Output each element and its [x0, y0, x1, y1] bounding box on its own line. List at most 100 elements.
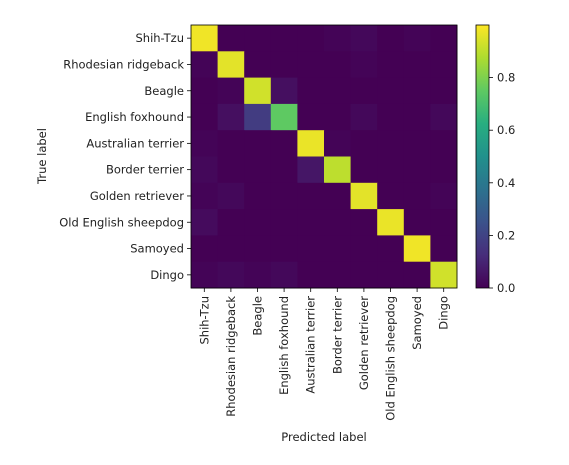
heatmap-cell	[217, 209, 245, 236]
heatmap-cell	[297, 25, 325, 52]
heatmap-cell	[244, 261, 272, 289]
heatmap-cell	[403, 51, 431, 79]
heatmap-frame	[190, 24, 458, 289]
heatmap-cell	[217, 130, 245, 157]
heatmap-cell	[403, 25, 431, 52]
colorbar-tick-label: 0.0	[497, 281, 515, 295]
heatmap-cell	[244, 77, 272, 105]
heatmap-cell	[191, 261, 219, 289]
heatmap-cell	[350, 103, 378, 131]
heatmap-cell	[430, 103, 458, 131]
heatmap-cell	[350, 182, 378, 210]
heatmap-cell	[350, 130, 378, 157]
heatmap-cell	[403, 77, 431, 105]
heatmap-cell	[430, 261, 458, 289]
heatmap-cell	[324, 130, 352, 157]
heatmap-cells	[191, 25, 458, 289]
x-tick-label: Shih-Tzu	[197, 296, 211, 345]
x-tick-label: Old English sheepdog	[384, 296, 398, 421]
heatmap-cell	[430, 235, 458, 263]
y-tick-label: English foxhound	[85, 110, 184, 124]
heatmap-cell	[430, 51, 458, 79]
colorbar-tick-label: 0.8	[497, 71, 515, 85]
y-tick-label: Golden retriever	[90, 189, 184, 203]
heatmap-cell	[191, 25, 219, 52]
heatmap-cell	[403, 130, 431, 157]
heatmap-cell	[350, 77, 378, 105]
heatmap-cell	[191, 235, 219, 263]
heatmap-cell	[270, 51, 298, 79]
heatmap-cell	[324, 235, 352, 263]
heatmap-cell	[270, 235, 298, 263]
heatmap-cell	[244, 156, 272, 184]
x-tick-label: Beagle	[251, 296, 265, 336]
heatmap-cell	[377, 209, 405, 236]
heatmap-cell	[191, 103, 219, 131]
heatmap-cell	[430, 77, 458, 105]
heatmap-cell	[350, 25, 378, 52]
heatmap-cell	[191, 130, 219, 157]
heatmap-cell	[297, 261, 325, 289]
heatmap-cell	[324, 77, 352, 105]
heatmap-cell	[350, 235, 378, 263]
heatmap-cell	[297, 235, 325, 263]
heatmap-cell	[217, 235, 245, 263]
heatmap-cell	[270, 209, 298, 236]
heatmap-cell	[403, 209, 431, 236]
x-tick-label: English foxhound	[277, 296, 291, 395]
y-tick-label: Old English sheepdog	[59, 215, 184, 229]
heatmap-cell	[297, 156, 325, 184]
heatmap-cell	[244, 25, 272, 52]
x-tick-label: Dingo	[437, 296, 451, 330]
heatmap-cell	[377, 103, 405, 131]
heatmap-cell	[324, 209, 352, 236]
y-axis-label: True label	[35, 128, 49, 185]
y-tick-label: Border terrier	[106, 163, 184, 177]
y-tick-label: Dingo	[150, 268, 184, 282]
y-tick-label: Beagle	[144, 84, 184, 98]
x-tick-labels: Shih-Tzu Rhodesian ridgeback Beagle English…	[197, 288, 451, 421]
heatmap-cell	[217, 77, 245, 105]
heatmap-cell	[191, 51, 219, 79]
x-tick-label: Australian terrier	[304, 296, 318, 394]
heatmap-cell	[217, 182, 245, 210]
heatmap-cell	[403, 156, 431, 184]
heatmap-cell	[244, 209, 272, 236]
colorbar-tick-label: 0.4	[497, 176, 515, 190]
heatmap-cell	[270, 182, 298, 210]
heatmap-cell	[191, 209, 219, 236]
x-tick-label: Border terrier	[330, 296, 344, 374]
colorbar-tick-label: 0.2	[497, 228, 515, 242]
colorbar-ticks: 0.0 0.2 0.4 0.6 0.8	[489, 71, 515, 295]
heatmap-cell	[270, 103, 298, 131]
heatmap-cell	[297, 209, 325, 236]
heatmap-cell	[350, 51, 378, 79]
heatmap-cell	[297, 182, 325, 210]
heatmap-cell	[297, 130, 325, 157]
heatmap-cell	[324, 51, 352, 79]
heatmap-cell	[324, 182, 352, 210]
heatmap-cell	[270, 25, 298, 52]
heatmap-cell	[324, 103, 352, 131]
heatmap-cell	[350, 209, 378, 236]
heatmap-cell	[377, 261, 405, 289]
heatmap-cell	[377, 156, 405, 184]
heatmap-cell	[297, 77, 325, 105]
heatmap-cell	[270, 156, 298, 184]
x-tick-label: Samoyed	[410, 296, 424, 350]
heatmap-cell	[403, 261, 431, 289]
heatmap-cell	[244, 51, 272, 79]
heatmap-cell	[377, 130, 405, 157]
heatmap-cell	[403, 103, 431, 131]
heatmap-cell	[403, 182, 431, 210]
heatmap-cell	[430, 182, 458, 210]
heatmap-cell	[244, 235, 272, 263]
heatmap-cell	[430, 25, 458, 52]
heatmap-cell	[377, 235, 405, 263]
heatmap-cell	[377, 182, 405, 210]
y-tick-labels: Shih-Tzu Rhodesian ridgeback Beagle English…	[59, 31, 191, 282]
heatmap-cell	[191, 156, 219, 184]
heatmap-cell	[430, 156, 458, 184]
colorbar-tick-label: 0.6	[497, 123, 515, 137]
